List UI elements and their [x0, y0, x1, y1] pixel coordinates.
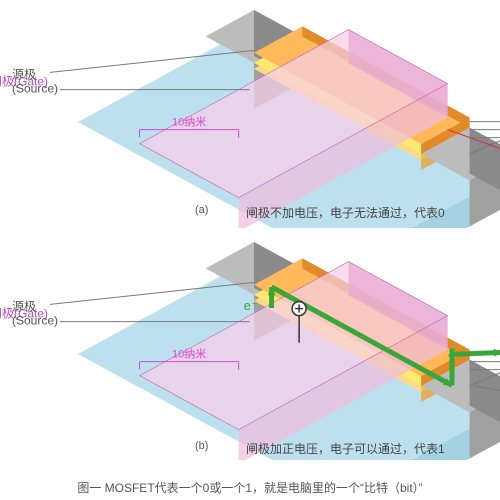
panel-a-tag: (a) — [195, 204, 208, 216]
caption-a: 闸极不加电压，电子无法通过，代表0 — [246, 204, 445, 221]
svg-text:e⁻: e⁻ — [244, 298, 258, 313]
svg-text:源极: 源极 — [12, 67, 36, 81]
diagram-a: 10纳米闸极(Gate)汲极(Drain)金属(Metal)氧化物(Oxide)… — [0, 4, 500, 228]
diagram-b: 10纳米闸极(Gate)汲极(Drain)金属(Metal)氧化物(Oxide)… — [0, 236, 500, 460]
svg-text:10纳米: 10纳米 — [172, 348, 206, 361]
panel-b: 10纳米闸极(Gate)汲极(Drain)金属(Metal)氧化物(Oxide)… — [0, 236, 500, 474]
svg-text:(Source): (Source) — [12, 313, 58, 327]
svg-text:(Source): (Source) — [12, 81, 58, 95]
panel-a: 10纳米闸极(Gate)汲极(Drain)金属(Metal)氧化物(Oxide)… — [0, 4, 500, 228]
figure-caption: 图一 MOSFET代表一个0或一个1，就是电脑里的一个“比特（bit）” — [0, 479, 500, 496]
svg-text:10纳米: 10纳米 — [172, 116, 206, 129]
svg-text:源极: 源极 — [12, 299, 36, 313]
caption-b: 闸极加正电压，电子可以通过，代表1 — [246, 440, 445, 457]
panel-b-tag: (b) — [195, 440, 208, 452]
